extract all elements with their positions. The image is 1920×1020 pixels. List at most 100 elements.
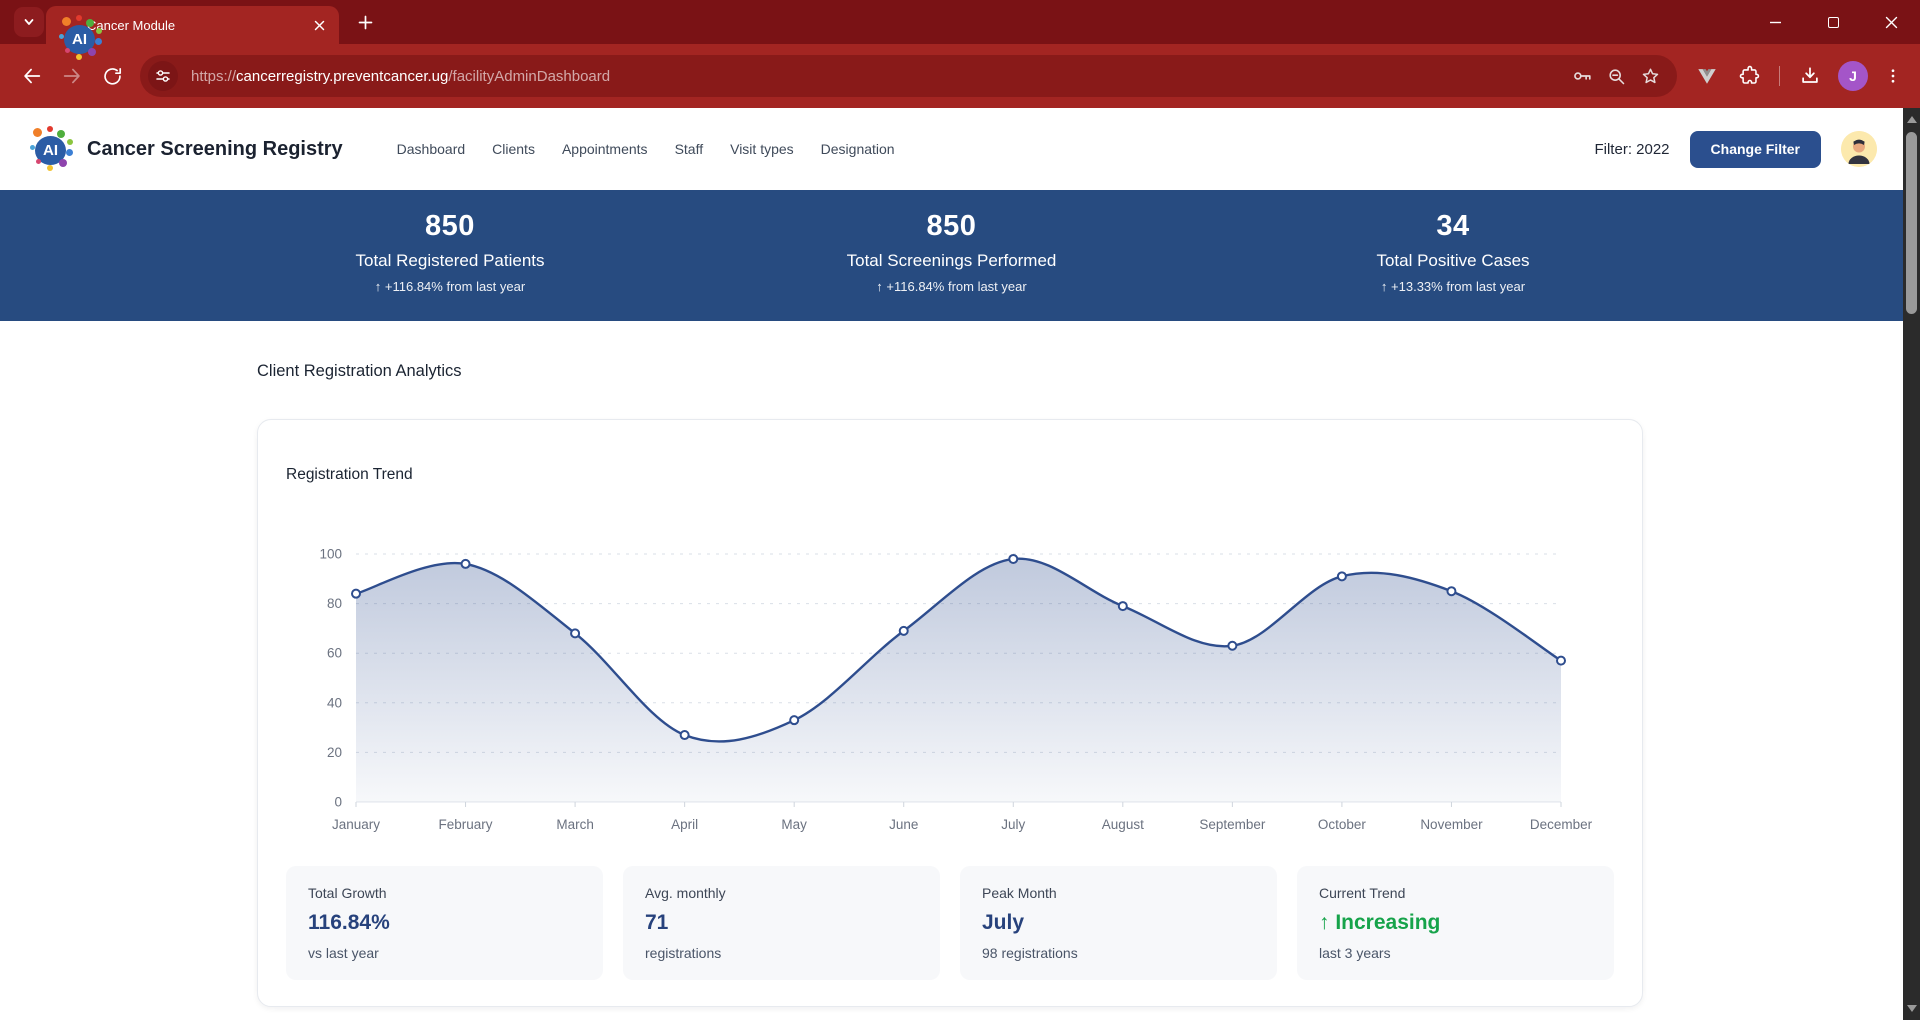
summary-value: 71 — [645, 911, 918, 935]
svg-text:October: October — [1318, 817, 1367, 832]
zoom-button[interactable] — [1599, 59, 1633, 93]
stat-delta: ↑ +13.33% from last year — [1333, 279, 1573, 294]
svg-text:December: December — [1530, 817, 1593, 832]
extensions-button[interactable] — [1729, 56, 1769, 96]
vue-devtools-button[interactable] — [1687, 56, 1727, 96]
section-title: Client Registration Analytics — [257, 362, 1643, 381]
summary-sub: vs last year — [308, 945, 581, 961]
kebab-menu-icon — [1884, 67, 1902, 85]
main-nav: Dashboard Clients Appointments Staff Vis… — [397, 141, 895, 157]
summary-sub: 98 registrations — [982, 945, 1255, 961]
scrollbar-up-arrow[interactable] — [1903, 111, 1920, 128]
minimize-button[interactable] — [1746, 0, 1804, 44]
browser-tab[interactable]: AI Cancer Module — [46, 6, 339, 44]
summary-sub: registrations — [645, 945, 918, 961]
summary-card-avg-monthly: Avg. monthly 71 registrations — [623, 866, 940, 980]
window-close-button[interactable] — [1862, 0, 1920, 44]
stat-registered-patients: 850 Total Registered Patients ↑ +116.84%… — [330, 210, 570, 321]
registration-trend-card: Registration Trend 020406080100JanuaryFe… — [257, 419, 1643, 1007]
svg-text:November: November — [1420, 817, 1483, 832]
browser-toolbar: https://cancerregistry.preventcancer.ug/… — [0, 44, 1920, 108]
tab-strip: AI Cancer Module — [0, 0, 1920, 44]
web-page: AI Cancer Screening Registry Dashboard C… — [0, 108, 1903, 1020]
stats-banner: 850 Total Registered Patients ↑ +116.84%… — [0, 190, 1903, 321]
tab-search-button[interactable] — [14, 7, 44, 37]
browser-menu-button[interactable] — [1876, 56, 1910, 96]
svg-text:July: July — [1001, 817, 1025, 832]
svg-text:January: January — [332, 817, 380, 832]
svg-text:June: June — [889, 817, 918, 832]
change-filter-button[interactable]: Change Filter — [1690, 131, 1821, 168]
svg-text:August: August — [1102, 817, 1144, 832]
stat-delta: ↑ +116.84% from last year — [832, 279, 1072, 294]
url-bar[interactable]: https://cancerregistry.preventcancer.ug/… — [140, 55, 1677, 97]
minimize-icon — [1769, 16, 1782, 29]
bookmark-button[interactable] — [1633, 59, 1667, 93]
tab-close-icon[interactable] — [309, 15, 329, 35]
zoom-out-icon — [1606, 66, 1627, 87]
reload-icon — [102, 66, 123, 87]
svg-text:100: 100 — [319, 546, 342, 561]
summary-sub: last 3 years — [1319, 945, 1592, 961]
browser-window: AI Cancer Module — [0, 0, 1920, 1020]
summary-label: Avg. monthly — [645, 885, 918, 901]
star-icon — [1640, 66, 1661, 87]
svg-text:80: 80 — [327, 596, 342, 611]
plus-icon — [358, 15, 373, 30]
chart-area: 020406080100JanuaryFebruaryMarchAprilMay… — [286, 530, 1614, 842]
summary-label: Peak Month — [982, 885, 1255, 901]
summary-label: Total Growth — [308, 885, 581, 901]
scrollbar-down-arrow[interactable] — [1903, 1000, 1920, 1017]
url-text[interactable]: https://cancerregistry.preventcancer.ug/… — [191, 68, 1565, 85]
nav-item-designation[interactable]: Designation — [821, 141, 895, 157]
vue-devtools-icon — [1696, 65, 1718, 87]
chart-summary-cards: Total Growth 116.84% vs last year Avg. m… — [286, 866, 1614, 980]
page-title: Cancer Screening Registry — [87, 138, 343, 161]
app-logo: AI — [30, 127, 74, 171]
page-viewport: AI Cancer Screening Registry Dashboard C… — [0, 108, 1920, 1020]
svg-text:0: 0 — [334, 794, 342, 809]
toolbar-separator — [1779, 66, 1780, 86]
nav-item-staff[interactable]: Staff — [675, 141, 704, 157]
key-icon — [1571, 65, 1593, 87]
toolbar-extensions-area: J — [1687, 56, 1910, 96]
nav-item-appointments[interactable]: Appointments — [562, 141, 648, 157]
url-path: /facilityAdminDashboard — [448, 68, 610, 85]
svg-text:40: 40 — [327, 695, 342, 710]
svg-text:March: March — [556, 817, 594, 832]
new-tab-button[interactable] — [351, 8, 379, 36]
close-icon — [1885, 16, 1898, 29]
password-key-button[interactable] — [1565, 59, 1599, 93]
user-avatar[interactable] — [1841, 131, 1877, 167]
nav-item-dashboard[interactable]: Dashboard — [397, 141, 466, 157]
forward-button[interactable] — [52, 56, 92, 96]
nav-item-clients[interactable]: Clients — [492, 141, 535, 157]
site-settings-icon[interactable] — [148, 61, 178, 91]
page-scrollbar[interactable] — [1903, 108, 1920, 1020]
url-scheme: https:// — [191, 68, 236, 85]
svg-text:60: 60 — [327, 645, 342, 660]
browser-profile-avatar[interactable]: J — [1838, 61, 1868, 91]
scrollbar-thumb[interactable] — [1906, 132, 1917, 314]
site-header: AI Cancer Screening Registry Dashboard C… — [0, 108, 1903, 190]
nav-item-visit-types[interactable]: Visit types — [730, 141, 794, 157]
svg-text:February: February — [439, 817, 493, 832]
svg-text:April: April — [671, 817, 698, 832]
stat-positive-cases: 34 Total Positive Cases ↑ +13.33% from l… — [1333, 210, 1573, 321]
stat-delta: ↑ +116.84% from last year — [330, 279, 570, 294]
summary-value: ↑ Increasing — [1319, 911, 1592, 935]
downloads-button[interactable] — [1790, 56, 1830, 96]
summary-card-current-trend: Current Trend ↑ Increasing last 3 years — [1297, 866, 1614, 980]
tab-title: Cancer Module — [87, 18, 309, 33]
back-arrow-icon — [21, 65, 43, 87]
stat-label: Total Registered Patients — [330, 251, 570, 271]
window-controls — [1746, 0, 1920, 44]
maximize-button[interactable] — [1804, 0, 1862, 44]
chart-title: Registration Trend — [286, 466, 1614, 484]
main-content: Client Registration Analytics Registrati… — [257, 362, 1643, 1007]
stat-value: 850 — [330, 210, 570, 243]
reload-button[interactable] — [92, 56, 132, 96]
summary-label: Current Trend — [1319, 885, 1592, 901]
back-button[interactable] — [12, 56, 52, 96]
stat-label: Total Positive Cases — [1333, 251, 1573, 271]
